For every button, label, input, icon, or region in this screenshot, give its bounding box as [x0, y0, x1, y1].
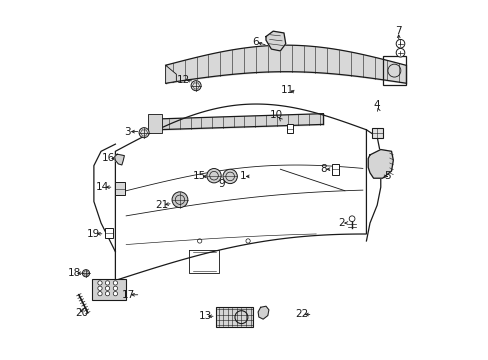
Text: 11: 11	[280, 85, 294, 95]
Circle shape	[98, 281, 102, 285]
Polygon shape	[165, 65, 176, 83]
Polygon shape	[258, 306, 268, 319]
Circle shape	[105, 281, 109, 285]
Bar	[332, 164, 338, 175]
Text: 3: 3	[124, 127, 131, 136]
Polygon shape	[265, 31, 285, 51]
Bar	[382, 56, 405, 85]
Text: 14: 14	[96, 182, 109, 192]
Text: 9: 9	[218, 179, 224, 189]
Circle shape	[348, 216, 354, 222]
Text: 18: 18	[67, 268, 81, 278]
Bar	[371, 128, 382, 138]
Circle shape	[82, 270, 89, 277]
Text: 13: 13	[198, 311, 211, 321]
Text: 22: 22	[295, 310, 308, 319]
Text: 21: 21	[155, 200, 168, 210]
Bar	[115, 182, 124, 195]
Circle shape	[206, 168, 221, 183]
Circle shape	[223, 169, 237, 184]
Polygon shape	[115, 154, 124, 165]
Bar	[92, 279, 126, 300]
Circle shape	[98, 292, 102, 296]
Text: 16: 16	[102, 153, 115, 163]
Text: 6: 6	[251, 37, 258, 47]
Text: 20: 20	[75, 308, 88, 318]
Text: 17: 17	[121, 290, 134, 300]
Circle shape	[105, 292, 109, 296]
Text: 2: 2	[337, 218, 344, 228]
Circle shape	[191, 81, 201, 91]
Text: 10: 10	[270, 111, 283, 121]
Circle shape	[395, 40, 404, 48]
Circle shape	[172, 192, 187, 208]
Circle shape	[105, 286, 109, 291]
Circle shape	[113, 281, 117, 285]
Text: 1: 1	[239, 171, 245, 181]
Circle shape	[113, 292, 117, 296]
Text: 4: 4	[373, 100, 380, 110]
Text: 15: 15	[193, 171, 206, 181]
Text: 7: 7	[395, 26, 401, 36]
Circle shape	[395, 48, 404, 57]
Bar	[147, 114, 162, 134]
Text: 19: 19	[87, 229, 101, 239]
Bar	[104, 228, 112, 238]
Text: 12: 12	[177, 75, 190, 85]
Text: 5: 5	[384, 171, 390, 181]
Circle shape	[113, 286, 117, 291]
Bar	[215, 307, 253, 327]
Text: 8: 8	[320, 164, 326, 174]
Circle shape	[139, 128, 149, 138]
Bar	[286, 125, 293, 134]
Circle shape	[98, 286, 102, 291]
Polygon shape	[367, 149, 392, 178]
